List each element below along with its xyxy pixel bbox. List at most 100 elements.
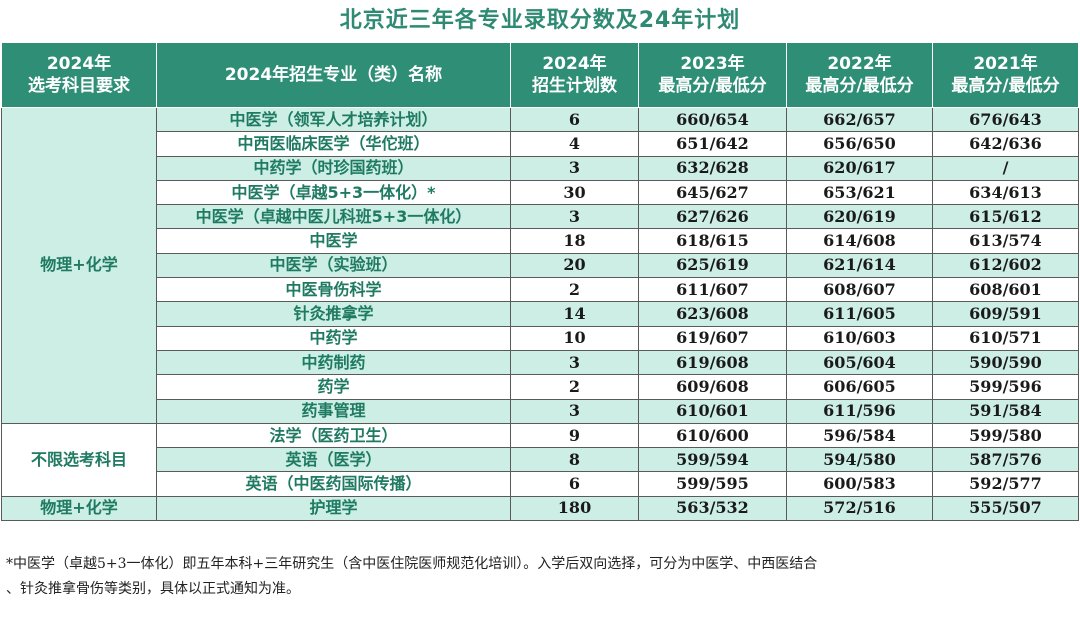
score-2023-cell: 618/615	[638, 228, 787, 254]
major-name-cell: 中西医临床医学（华佗班）	[156, 131, 511, 157]
plan-count-cell: 6	[510, 106, 639, 133]
score-2023-cell: 619/607	[638, 325, 787, 351]
score-2022-cell: 606/605	[786, 374, 933, 400]
table-row: 中医学（卓越中医儿科班5+3一体化） 3 627/626 620/619 615/612	[2, 204, 1079, 230]
table-row: 中医学 18 618/615 614/608 613/574	[2, 228, 1079, 254]
major-name-cell: 中药制药	[156, 349, 511, 376]
table-row: 中西医临床医学（华佗班） 4 651/642 656/650 642/636	[2, 131, 1079, 157]
table-row: 英语（中医药国际传播） 6 599/595 600/583 592/577	[2, 471, 1079, 497]
score-2021-cell: 676/643	[932, 106, 1079, 133]
plan-count-cell: 14	[510, 301, 639, 327]
score-2023-cell: 627/626	[638, 204, 787, 230]
header-text: 2021年	[973, 54, 1038, 74]
major-name-cell: 护理学	[156, 495, 511, 522]
table-row: 针灸推拿学 14 623/608 611/605 609/591	[2, 301, 1079, 327]
table-row: 中医学（实验班） 20 625/619 621/614 612/602	[2, 252, 1079, 279]
score-2021-cell: 592/577	[932, 471, 1079, 497]
major-name-cell: 中医学（实验班）	[156, 252, 511, 279]
header-plan-count: 2024年 招生计划数	[510, 42, 639, 108]
score-2021-cell: 610/571	[932, 325, 1079, 351]
plan-count-cell: 4	[510, 131, 639, 157]
plan-count-cell: 3	[510, 349, 639, 376]
score-2022-cell: 605/604	[786, 349, 933, 376]
footnote: *中医学（卓越5+3一体化）即五年本科+三年研究生（含中医住院医师规范化培训）。…	[6, 552, 1074, 602]
major-name-cell: 中医骨伤科学	[156, 277, 511, 303]
score-2021-cell: 587/576	[932, 447, 1079, 473]
admission-score-table: 2024年 选考科目要求 2024年招生专业（类）名称 2024年 招生计划数 …	[1, 42, 1079, 522]
subject-requirement-cell: 不限选考科目	[1, 422, 157, 497]
score-2022-cell: 614/608	[786, 228, 933, 254]
subject-requirement-cell: 物理+化学	[1, 495, 157, 522]
score-2022-cell: 620/619	[786, 204, 933, 230]
score-2023-cell: 651/642	[638, 131, 787, 157]
major-name-cell: 中医学（卓越5+3一体化）*	[156, 179, 511, 206]
score-2021-cell: 634/613	[932, 179, 1079, 206]
score-2021-cell: 642/636	[932, 131, 1079, 157]
score-2022-cell: 596/584	[786, 422, 933, 449]
score-2021-cell: 615/612	[932, 204, 1079, 230]
table-row: 物理+化学 中医学（领军人才培养计划） 6 660/654 662/657 676/643	[1, 106, 1079, 424]
plan-count-cell: 2	[510, 277, 639, 303]
header-text: 最高分/最低分	[805, 76, 914, 96]
score-2023-cell: 645/627	[638, 179, 787, 206]
header-major-name: 2024年招生专业（类）名称	[156, 42, 511, 108]
major-name-cell: 法学（医药卫生）	[156, 422, 511, 449]
major-name-cell: 英语（医学）	[156, 447, 511, 473]
score-2022-cell: 594/580	[786, 447, 933, 473]
header-text: 最高分/最低分	[658, 76, 767, 96]
score-2022-cell: 621/614	[786, 252, 933, 279]
score-2021-cell: 591/584	[932, 398, 1079, 424]
table-row: 药事管理 3 610/601 611/596 591/584	[2, 398, 1079, 424]
score-2022-cell: 611/596	[786, 398, 933, 424]
score-2022-cell: 662/657	[786, 106, 933, 133]
score-2023-cell: 623/608	[638, 301, 787, 327]
major-name-cell: 中药学（时珍国药班）	[156, 155, 511, 181]
score-2021-cell: /	[932, 155, 1079, 181]
score-2022-cell: 656/650	[786, 131, 933, 157]
table-row: 物理+化学 护理学 180 563/532 572/516 555/507	[1, 495, 1079, 522]
score-2022-cell: 611/605	[786, 301, 933, 327]
score-2022-cell: 600/583	[786, 471, 933, 497]
table-row: 中医骨伤科学 2 611/607 608/607 608/601	[2, 277, 1079, 303]
major-name-cell: 中医学（卓越中医儿科班5+3一体化）	[156, 204, 511, 230]
score-2023-cell: 610/601	[638, 398, 787, 424]
page-title: 北京近三年各专业录取分数及24年计划	[339, 8, 741, 33]
table-row: 中医学（卓越5+3一体化）* 30 645/627 653/621 634/613	[2, 179, 1079, 206]
header-2021-scores: 2021年 最高分/最低分	[932, 42, 1079, 108]
score-2021-cell: 590/590	[932, 349, 1079, 376]
score-2023-cell: 611/607	[638, 277, 787, 303]
score-2022-cell: 610/603	[786, 325, 933, 351]
major-name-cell: 英语（中医药国际传播）	[156, 471, 511, 497]
plan-count-cell: 3	[510, 204, 639, 230]
score-2021-cell: 555/507	[932, 495, 1079, 522]
score-2022-cell: 608/607	[786, 277, 933, 303]
plan-count-cell: 20	[510, 252, 639, 279]
major-name-cell: 针灸推拿学	[156, 301, 511, 327]
subject-requirement-cell: 物理+化学	[1, 107, 157, 424]
plan-count-cell: 6	[510, 471, 639, 497]
header-text: 招生计划数	[532, 76, 617, 96]
score-2023-cell: 632/628	[638, 155, 787, 181]
score-2021-cell: 599/596	[932, 374, 1079, 400]
table-body: 物理+化学 中医学（领军人才培养计划） 6 660/654 662/657 676/643…	[1, 106, 1079, 522]
table-row: 中药学 10 619/607 610/603 610/571	[2, 325, 1079, 351]
score-2021-cell: 609/591	[932, 301, 1079, 327]
header-text: 2024年招生专业（类）名称	[224, 65, 443, 85]
score-2023-cell: 619/608	[638, 349, 787, 376]
header-2023-scores: 2023年 最高分/最低分	[638, 42, 787, 108]
table-row: 药学 2 609/608 606/605 599/596	[2, 374, 1079, 400]
header-text: 2024年	[542, 54, 607, 74]
score-2022-cell: 653/621	[786, 179, 933, 206]
plan-count-cell: 18	[510, 228, 639, 254]
plan-count-cell: 10	[510, 325, 639, 351]
score-2023-cell: 563/532	[638, 495, 787, 522]
header-text: 2023年	[680, 54, 745, 74]
plan-count-cell: 3	[510, 155, 639, 181]
score-2023-cell: 609/608	[638, 374, 787, 400]
plan-count-cell: 8	[510, 447, 639, 473]
score-2021-cell: 613/574	[932, 228, 1079, 254]
header-text: 2024年	[46, 54, 112, 74]
score-2021-cell: 612/602	[932, 252, 1079, 279]
score-2021-cell: 599/580	[932, 422, 1079, 449]
footnote-line: *中医学（卓越5+3一体化）即五年本科+三年研究生（含中医住院医师规范化培训）。…	[6, 556, 818, 572]
